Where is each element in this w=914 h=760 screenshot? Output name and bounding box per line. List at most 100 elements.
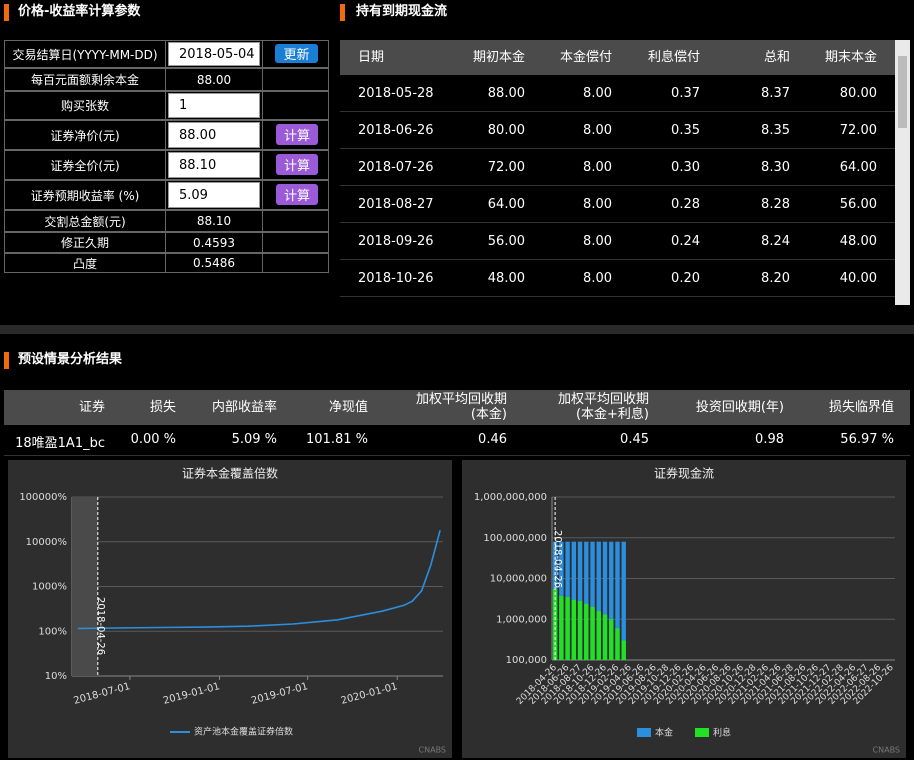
y-tick-label: 10000%: [26, 537, 67, 548]
chart: 证券现金流 100,000 1,000,000 10,000,000 100,000,0…: [474, 466, 900, 755]
bar: [602, 541, 608, 660]
row-divider: [340, 259, 895, 260]
watermark: CNABS: [419, 746, 446, 755]
cashflow-cell: 0.24: [671, 234, 700, 249]
legend-swatch: [695, 728, 709, 737]
param-input[interactable]: 88.00: [168, 122, 260, 148]
cashflow-cell: 2018-09-26: [358, 234, 434, 249]
update-button[interactable]: 更新: [275, 44, 318, 63]
param-cell: [262, 91, 329, 120]
x-tick-label: 2020-01-01: [340, 681, 399, 707]
param-input[interactable]: 1: [168, 93, 260, 118]
calc-button[interactable]: 计算: [276, 154, 318, 175]
param-cell: [262, 120, 329, 150]
scenario-header-bg: [4, 390, 910, 425]
cashflow-cell: 0.35: [671, 123, 700, 138]
row-divider: [340, 222, 895, 223]
y-tick-label: 100,000: [506, 655, 547, 666]
chart-panel: 证券现金流 100,000 1,000,000 10,000,000 100,000,0…: [462, 460, 906, 758]
bar: [577, 541, 583, 660]
cashflow-cell: 0.20: [671, 271, 700, 286]
cashflow-cell: 56.00: [487, 234, 525, 249]
param-label: 凸度: [4, 253, 166, 273]
cashflow-header: 日期: [358, 50, 385, 65]
shaded-range: [72, 497, 98, 676]
cashflow-cell: 2018-08-27: [358, 197, 434, 212]
scenario-header: 损失临界值: [828, 400, 894, 415]
scroll-thumb[interactable]: [898, 56, 907, 128]
separator: [0, 325, 914, 334]
cashflow-title: 持有到期现金流: [356, 4, 448, 19]
legend-label: 利息: [713, 727, 731, 739]
param-input[interactable]: 5.09: [168, 182, 260, 208]
legend-label: 资产池本金覆盖证券倍数: [194, 726, 293, 738]
param-label: 证券全价(元): [4, 150, 166, 180]
bar: [615, 541, 620, 660]
scrollbar[interactable]: [895, 40, 910, 305]
cashflow-cell: 2018-06-26: [358, 123, 434, 138]
legend-swatch: [637, 728, 651, 737]
bar: [609, 541, 614, 660]
cashflow-cell: 8.00: [583, 197, 612, 212]
cashflow-cell: 48.00: [487, 271, 525, 286]
cashflow-cell: 0.28: [671, 197, 700, 212]
param-label: 交易结算日(YYYY-MM-DD): [4, 40, 166, 68]
cashflow-cell: 48.00: [839, 234, 877, 249]
param-label: 证券净价(元): [4, 120, 166, 150]
cashflow-header: 本金偿付: [559, 50, 612, 65]
scenario-cell: 18唯盈1A1_bc: [15, 436, 105, 451]
scenario-header: 内部收益率: [211, 400, 277, 415]
bar: [621, 541, 626, 660]
x-tick-label: 2019-07-01: [250, 681, 309, 707]
param-input[interactable]: 2018-05-04: [168, 42, 260, 66]
param-cell: [262, 150, 329, 180]
scenario-header: 证券: [78, 400, 105, 415]
cashflow-cell: 80.00: [839, 86, 877, 101]
cashflow-cell: 8.00: [583, 271, 612, 286]
annotation-label: 2018-04-26: [95, 597, 106, 655]
scenario-header: 加权平均回收期 (本金): [415, 392, 507, 422]
scenario-header: 损失: [149, 400, 176, 415]
cashflow-cell: 72.00: [839, 123, 877, 138]
cashflow-cell: 8.30: [761, 160, 790, 175]
row-divider: [340, 148, 895, 149]
param-label: 证券预期收益率 (%): [4, 180, 166, 210]
bar: [584, 603, 589, 660]
bar: [621, 640, 626, 660]
param-cell: [262, 180, 329, 210]
y-tick-label: 100,000,000: [483, 533, 547, 544]
param-cell: [262, 232, 329, 253]
y-tick-label: 1000%: [32, 582, 67, 593]
cashflow-cell: 80.00: [487, 123, 525, 138]
cashflow-cell: 8.37: [761, 86, 790, 101]
chart-panel: 证券本金覆盖倍数 10% 100% 1000% 10000% 100000% 2018-07…: [8, 460, 452, 758]
row-divider: [4, 455, 910, 456]
cashflow-cell: 2018-10-26: [358, 271, 434, 286]
param-label: 修正久期: [4, 232, 166, 253]
param-cell: [262, 210, 329, 232]
calc-button[interactable]: 计算: [276, 184, 318, 205]
bar: [609, 619, 614, 660]
param-label: 每百元面额剩余本金: [4, 68, 166, 91]
y-tick-label: 1,000,000,000: [474, 492, 547, 503]
row-divider: [340, 111, 895, 112]
param-cell: 88.10: [165, 210, 263, 232]
param-cell: [262, 253, 329, 273]
bar: [615, 628, 620, 660]
title-marker: [340, 4, 345, 21]
scenario-cell: 0.46: [478, 432, 507, 447]
cashflow-cell: 64.00: [487, 197, 525, 212]
bar: [584, 541, 589, 660]
calc-button[interactable]: 计算: [276, 124, 318, 145]
param-cell: 88.00: [165, 68, 263, 91]
bar: [559, 596, 564, 660]
param-input[interactable]: 88.10: [168, 152, 260, 178]
cashflow-cell: 40.00: [839, 271, 877, 286]
scenario-cell: 101.81 %: [306, 432, 368, 447]
cashflow-cell: 8.00: [583, 160, 612, 175]
bar: [565, 597, 570, 660]
bar: [590, 606, 595, 660]
x-tick-label: 2018-07-01: [72, 681, 131, 707]
cashflow-cell: 8.00: [583, 123, 612, 138]
